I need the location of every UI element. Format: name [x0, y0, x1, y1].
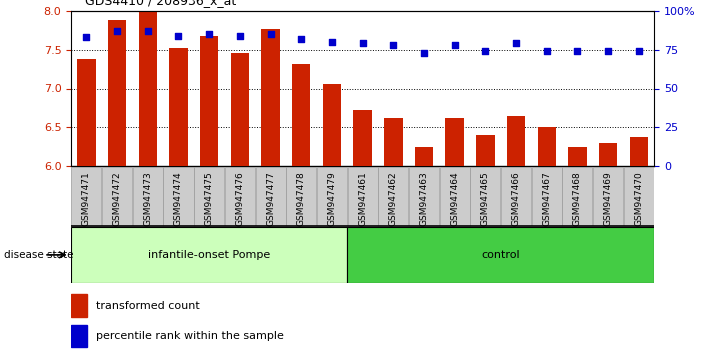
Text: GDS4410 / 208936_x_at: GDS4410 / 208936_x_at [85, 0, 237, 7]
Text: GSM947466: GSM947466 [511, 171, 520, 226]
FancyBboxPatch shape [225, 167, 255, 226]
FancyBboxPatch shape [255, 167, 286, 226]
Text: GSM947476: GSM947476 [235, 171, 245, 226]
Point [449, 42, 460, 48]
FancyBboxPatch shape [102, 167, 132, 226]
Text: GSM947477: GSM947477 [266, 171, 275, 226]
Bar [568, 147, 587, 166]
Bar [629, 137, 648, 166]
Bar [108, 20, 127, 166]
Text: transformed count: transformed count [95, 301, 199, 311]
Point [541, 48, 552, 54]
FancyBboxPatch shape [194, 167, 224, 226]
Bar [200, 35, 218, 166]
Text: GSM947468: GSM947468 [573, 171, 582, 226]
FancyBboxPatch shape [562, 167, 592, 226]
Bar [323, 84, 341, 166]
FancyBboxPatch shape [164, 167, 193, 226]
Bar [77, 59, 96, 166]
Text: GSM947469: GSM947469 [604, 171, 613, 226]
Bar [230, 53, 249, 166]
Bar [599, 143, 617, 166]
Bar [507, 116, 525, 166]
Text: control: control [481, 250, 520, 260]
FancyBboxPatch shape [287, 167, 316, 226]
Point [633, 48, 644, 54]
Point [480, 48, 491, 54]
Bar [139, 12, 157, 166]
Text: GSM947462: GSM947462 [389, 171, 397, 226]
Bar [538, 127, 556, 166]
FancyBboxPatch shape [348, 167, 378, 226]
Text: GSM947465: GSM947465 [481, 171, 490, 226]
FancyBboxPatch shape [439, 167, 470, 226]
Point [112, 28, 123, 34]
Bar [384, 118, 402, 166]
Point [326, 39, 338, 45]
FancyBboxPatch shape [317, 167, 347, 226]
Text: GSM947463: GSM947463 [419, 171, 429, 226]
FancyBboxPatch shape [71, 227, 347, 283]
Bar [476, 135, 495, 166]
Point [387, 42, 399, 48]
Point [572, 48, 583, 54]
Text: GSM947478: GSM947478 [296, 171, 306, 226]
Text: GSM947474: GSM947474 [174, 171, 183, 226]
Text: GSM947479: GSM947479 [328, 171, 336, 226]
Text: GSM947473: GSM947473 [144, 171, 152, 226]
FancyBboxPatch shape [624, 167, 654, 226]
FancyBboxPatch shape [593, 167, 623, 226]
Point [296, 36, 307, 41]
Point [265, 31, 277, 37]
Text: GSM947471: GSM947471 [82, 171, 91, 226]
Text: percentile rank within the sample: percentile rank within the sample [95, 331, 284, 341]
FancyBboxPatch shape [470, 167, 501, 226]
FancyBboxPatch shape [378, 167, 408, 226]
Text: GSM947470: GSM947470 [634, 171, 643, 226]
Text: GSM947475: GSM947475 [205, 171, 214, 226]
FancyBboxPatch shape [347, 227, 654, 283]
Text: GSM947467: GSM947467 [542, 171, 551, 226]
Bar [169, 48, 188, 166]
Point [234, 33, 245, 38]
FancyBboxPatch shape [532, 167, 562, 226]
FancyBboxPatch shape [133, 167, 163, 226]
Point [510, 40, 522, 46]
Point [418, 50, 429, 56]
Text: GSM947461: GSM947461 [358, 171, 367, 226]
Point [602, 48, 614, 54]
FancyBboxPatch shape [409, 167, 439, 226]
Bar [353, 110, 372, 166]
Text: disease state: disease state [4, 250, 73, 260]
Bar [446, 118, 464, 166]
FancyBboxPatch shape [71, 167, 102, 226]
Text: infantile-onset Pompe: infantile-onset Pompe [148, 250, 270, 260]
Bar [292, 64, 311, 166]
Point [357, 40, 368, 46]
Point [173, 33, 184, 38]
FancyBboxPatch shape [501, 167, 531, 226]
Bar [415, 147, 433, 166]
Bar [71, 295, 87, 317]
Bar [71, 325, 87, 348]
Point [203, 31, 215, 37]
Bar [262, 29, 279, 166]
Point [81, 34, 92, 40]
Text: GSM947464: GSM947464 [450, 171, 459, 226]
Point [142, 28, 154, 34]
Text: GSM947472: GSM947472 [112, 171, 122, 226]
